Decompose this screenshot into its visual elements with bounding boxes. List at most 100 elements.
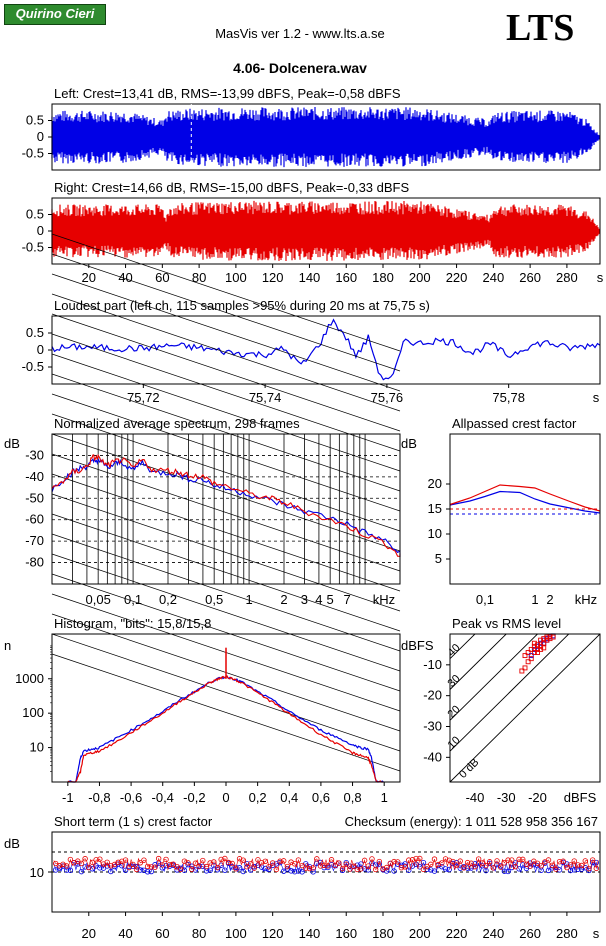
crest-point (457, 865, 463, 871)
x-tick-label: 60 (155, 926, 169, 941)
y-axis-label: dB (4, 836, 20, 851)
crest-point (446, 866, 452, 873)
x-tick-label: 120 (262, 270, 284, 285)
crest-point (130, 861, 136, 868)
x-tick-label: 160 (335, 270, 357, 285)
y-tick-label: 20 (428, 476, 442, 491)
crest-point (277, 858, 283, 864)
y-axis-label: dBFS (401, 638, 434, 653)
crest-point (170, 861, 177, 867)
crest-point (78, 868, 85, 875)
x-tick-label: 0,1 (124, 592, 142, 607)
x-tick-label: -40 (466, 790, 485, 805)
crest-point (163, 856, 169, 863)
crest-point (582, 858, 588, 864)
crest-point (82, 864, 88, 870)
crest-point (589, 857, 596, 863)
crest-point (299, 869, 305, 875)
diagonal-guide (51, 373, 401, 492)
peak-rms-point (535, 642, 540, 648)
crest-point (520, 856, 526, 863)
panel-title: Peak vs RMS level (452, 616, 561, 631)
diagonal-guide (51, 653, 401, 772)
y-tick-label: -0.5 (22, 146, 44, 161)
x-tick-label: -0,4 (152, 790, 174, 805)
crest-point (520, 862, 526, 868)
y-tick-label: 10 (30, 865, 44, 880)
crest-point (159, 862, 166, 868)
crest-point (203, 863, 210, 870)
crest-point (317, 863, 324, 869)
crest-point (222, 867, 228, 873)
crest-point (571, 867, 577, 873)
x-tick-label: 160 (335, 926, 357, 941)
crest-point (97, 865, 103, 871)
y-axis-label: dB (4, 436, 20, 451)
crest-point (413, 855, 419, 862)
crest-point (545, 867, 552, 874)
crest-point (479, 860, 486, 866)
crest-point (78, 860, 85, 867)
logo-text: Quirino Cieri (15, 6, 95, 21)
x-tick-label: 280 (556, 270, 578, 285)
peak-rms-point (541, 636, 547, 642)
x-tick-label: 0,05 (86, 592, 111, 607)
crest-point (211, 859, 217, 865)
crest-point (122, 857, 129, 863)
diagonal-guide (51, 473, 401, 592)
crest-point (273, 866, 280, 873)
diagonal-guide (51, 493, 401, 612)
crest-point (141, 857, 147, 863)
y-tick-label: -30 (25, 447, 44, 462)
crest-diagonal (449, 633, 601, 783)
crest-point (299, 862, 305, 869)
y-tick-label: -40 (423, 749, 442, 764)
peak-rms-point (535, 650, 540, 655)
x-tick-label: 0 (222, 790, 229, 805)
panel-title: Loudest part (left ch, 115 samples >95% … (54, 298, 430, 313)
crest-point (163, 862, 169, 869)
peak-rms-point (544, 634, 550, 640)
plot-frame (449, 433, 601, 585)
crest-point (86, 864, 92, 871)
y-tick-label: -10 (423, 657, 442, 672)
x-tick-label: 75,72 (127, 390, 160, 405)
crest-point (369, 856, 375, 862)
crest-point (586, 865, 592, 872)
peak-rms-point (538, 646, 544, 652)
logo-badge: Quirino Cieri (4, 4, 106, 25)
crest-point (361, 866, 368, 872)
x-tick-label: 0,2 (249, 790, 267, 805)
x-tick-label: 140 (299, 926, 321, 941)
crest-point (317, 859, 324, 866)
x-tick-label: 0,6 (312, 790, 330, 805)
crest-point (137, 867, 143, 873)
diagonal-guide (51, 533, 401, 652)
x-tick-label: 100 (225, 270, 247, 285)
x-tick-label: 200 (409, 270, 431, 285)
crest-point (494, 861, 500, 868)
x-tick-label: 3 (301, 592, 308, 607)
crest-series (449, 490, 601, 514)
x-tick-label: 80 (192, 926, 206, 941)
crest-line (53, 857, 599, 871)
y-tick-label: -40 (25, 469, 44, 484)
crest-point (133, 866, 140, 873)
y-tick-label: 0 (37, 223, 44, 238)
crest-point (527, 863, 533, 869)
crest-point (486, 859, 493, 865)
x-tick-label: 80 (192, 270, 206, 285)
crest-point (321, 862, 327, 868)
crest-point (376, 858, 383, 865)
brand-logo: LTS (506, 7, 575, 49)
x-tick-label: s (593, 390, 600, 405)
crest-point (174, 864, 180, 870)
peak-rms-point (544, 637, 550, 643)
crest-point (306, 865, 313, 872)
crest-point (475, 860, 482, 866)
x-tick-label: 60 (155, 270, 169, 285)
crest-point (303, 865, 309, 871)
crest-point (442, 856, 449, 862)
crest-point (593, 865, 600, 872)
y-tick-label: 0 (37, 129, 44, 144)
